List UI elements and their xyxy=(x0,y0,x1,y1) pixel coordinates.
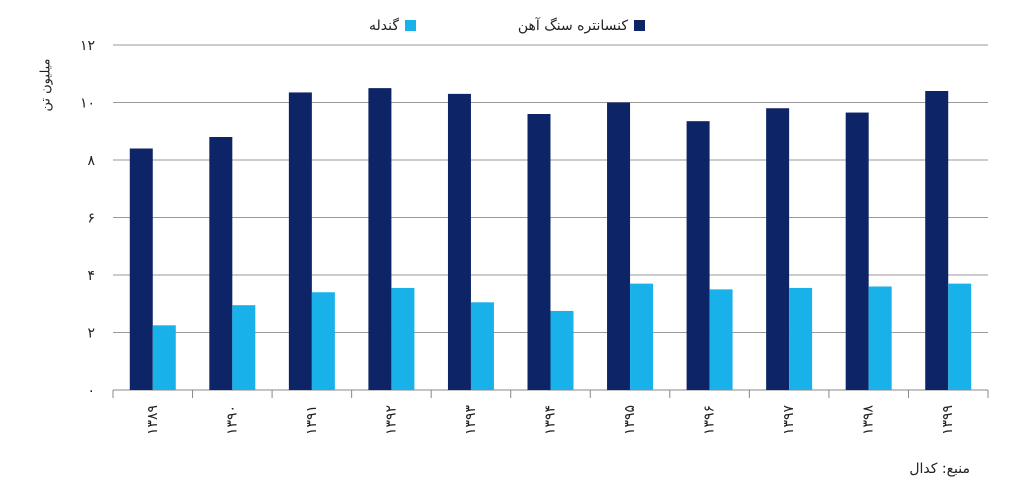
legend-label-series-1: کنسانتره سنگ آهن xyxy=(518,17,628,34)
bar-series-2 xyxy=(550,310,574,390)
x-tick-label: ۱۳۹۹ xyxy=(940,405,956,435)
bar-series-1 xyxy=(527,114,551,390)
x-tick-labels: ۱۳۸۹ ۱۳۹۰ ۱۳۹۱ ۱۳۹۲ ۱۳۹۳ ۱۳۹۴ ۱۳۹۵ ۱۳۹۶ ۱۳۹۷ ۱۳۹۸… xyxy=(145,404,956,435)
y-tick-label: ۱۰ xyxy=(80,96,95,112)
source-note: منبع: کدال xyxy=(909,461,970,477)
y-tick-label: ۲ xyxy=(87,326,95,342)
bar-series-2 xyxy=(948,283,972,390)
bar-series-1 xyxy=(607,102,631,390)
legend-swatch-series-2 xyxy=(405,20,416,31)
bar-series-1 xyxy=(925,91,949,390)
x-tick-label: ۱۳۹۶ xyxy=(702,405,718,435)
x-tick-label: ۱۳۹۱ xyxy=(304,405,320,435)
y-tick-label: ۸ xyxy=(87,153,95,169)
bar-series-1 xyxy=(686,121,710,390)
bar-series-2 xyxy=(630,283,654,390)
bar-series-2 xyxy=(868,286,892,390)
y-tick-label: ۰ xyxy=(87,383,95,399)
bars xyxy=(129,88,972,390)
bar-series-2 xyxy=(311,292,335,390)
bar-series-2 xyxy=(789,287,813,390)
x-tick-label: ۱۳۹۳ xyxy=(463,404,479,435)
y-tick-labels: ۰ ۲ ۴ ۶ ۸ ۱۰ ۱۲ xyxy=(80,38,96,399)
bar-series-1 xyxy=(766,108,790,390)
x-tick-label: ۱۳۸۹ xyxy=(145,405,161,435)
bar-series-2 xyxy=(470,302,494,390)
y-tick-label: ۶ xyxy=(87,211,95,227)
bar-series-2 xyxy=(152,325,176,390)
bar-series-2 xyxy=(709,289,733,390)
legend: کنسانتره سنگ آهن گندله xyxy=(369,14,650,40)
bar-series-2 xyxy=(232,305,256,390)
bar-series-1 xyxy=(209,137,233,390)
x-tick-label: ۱۳۹۰ xyxy=(224,405,240,435)
legend-bg xyxy=(390,14,650,40)
x-tick-label: ۱۳۹۵ xyxy=(622,405,638,435)
y-axis-title: میلیون تن xyxy=(39,58,54,111)
y-tick-label: ۴ xyxy=(87,268,95,284)
x-tick-label: ۱۳۹۲ xyxy=(383,405,399,435)
x-tick-label: ۱۳۹۴ xyxy=(543,405,559,435)
bar-series-1 xyxy=(845,112,869,390)
bar-series-1 xyxy=(447,93,471,390)
y-tick-label: ۱۲ xyxy=(80,38,95,54)
bar-series-1 xyxy=(288,92,312,390)
legend-swatch-series-1 xyxy=(634,20,645,31)
bar-series-1 xyxy=(368,88,392,390)
x-tick-label: ۱۳۹۷ xyxy=(781,404,797,435)
legend-label-series-2: گندله xyxy=(369,17,399,34)
x-tick-label: ۱۳۹۸ xyxy=(861,404,877,435)
bar-series-1 xyxy=(129,148,153,390)
bar-series-2 xyxy=(391,287,415,390)
